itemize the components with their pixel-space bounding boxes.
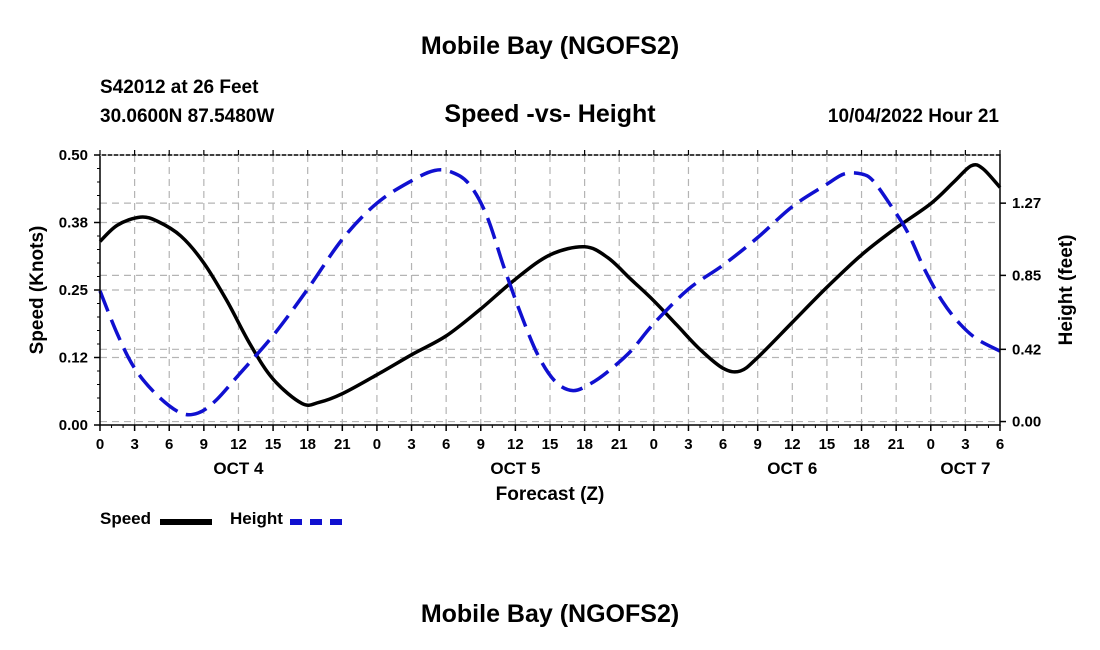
y-tick-label: 0.12 [59, 350, 88, 367]
x-tick-label: 3 [407, 436, 415, 453]
y-tick-label: 0.25 [59, 282, 88, 299]
x-tick-label: 0 [373, 436, 381, 453]
x-tick-label: 21 [334, 436, 351, 453]
x-tick-label: 15 [265, 436, 282, 453]
speed-height-chart: 0 3 6 9 12 15 18 21 0 3 6 9 12 15 18 21 0 3 6 9 12 15 18 21 0 3 6O… [27, 147, 1077, 505]
x-tick-label: 6 [719, 436, 727, 453]
y2-axis-title: Height (feet) [1056, 235, 1077, 346]
grid-lines [100, 155, 1000, 425]
x-tick-label: 15 [542, 436, 559, 453]
x-tick-label: 6 [996, 436, 1004, 453]
x-tick-label: 3 [130, 436, 138, 453]
x-day-label: OCT 7 [940, 459, 990, 478]
chart-axes: 0 3 6 9 12 15 18 21 0 3 6 9 12 15 18 21 0 3 6 9 12 15 18 21 0 3 6O… [27, 147, 1077, 505]
x-tick-label: 3 [961, 436, 969, 453]
legend-speed-swatch [160, 519, 212, 525]
y2-tick-label: 0.42 [1012, 341, 1041, 358]
x-day-label: OCT 4 [213, 459, 264, 478]
y-tick-label: 0.50 [59, 147, 88, 164]
legend-height-label: Height [230, 509, 283, 528]
x-tick-label: 6 [165, 436, 173, 453]
x-tick-label: 9 [754, 436, 762, 453]
forecast-datetime: 10/04/2022 Hour 21 [827, 106, 999, 127]
x-tick-label: 0 [650, 436, 658, 453]
chart-main-title: Mobile Bay (NGOFS2) [420, 32, 680, 60]
legend-speed-label: Speed [100, 509, 152, 528]
x-tick-label: 21 [611, 436, 628, 453]
y2-tick-label: 0.00 [1012, 414, 1041, 431]
x-tick-label: 15 [819, 436, 836, 453]
x-day-label: OCT 6 [767, 459, 817, 478]
x-tick-label: 6 [442, 436, 450, 453]
x-tick-label: 12 [507, 436, 524, 453]
x-tick-label: 9 [200, 436, 208, 453]
x-tick-label: 0 [927, 436, 935, 453]
x-tick-label: 3 [684, 436, 692, 453]
y-tick-label: 0.38 [59, 215, 88, 232]
y2-tick-label: 1.27 [1012, 195, 1041, 212]
x-tick-label: 18 [299, 436, 316, 453]
footer-title: Mobile Bay (NGOFS2) [420, 600, 680, 628]
x-tick-label: 12 [784, 436, 801, 453]
station-label: S42012 at 26 Feet [100, 77, 259, 98]
chart-subtitle: Speed -vs- Height [444, 100, 656, 128]
x-tick-label: 21 [888, 436, 905, 453]
x-axis-title: Forecast (Z) [496, 484, 605, 505]
x-tick-label: 18 [853, 436, 870, 453]
y-axis-title: Speed (Knots) [27, 226, 48, 355]
x-tick-label: 9 [477, 436, 485, 453]
x-tick-label: 18 [576, 436, 593, 453]
data-series [98, 162, 1002, 417]
y-tick-label: 0.00 [59, 417, 88, 434]
y2-tick-label: 0.85 [1012, 267, 1041, 284]
x-tick-label: 0 [96, 436, 104, 453]
x-day-label: OCT 5 [490, 459, 540, 478]
series-line-speed [98, 162, 1002, 407]
x-tick-label: 12 [230, 436, 247, 453]
station-coordinates: 30.0600N 87.5480W [100, 106, 275, 127]
legend-height-swatch [290, 519, 342, 525]
